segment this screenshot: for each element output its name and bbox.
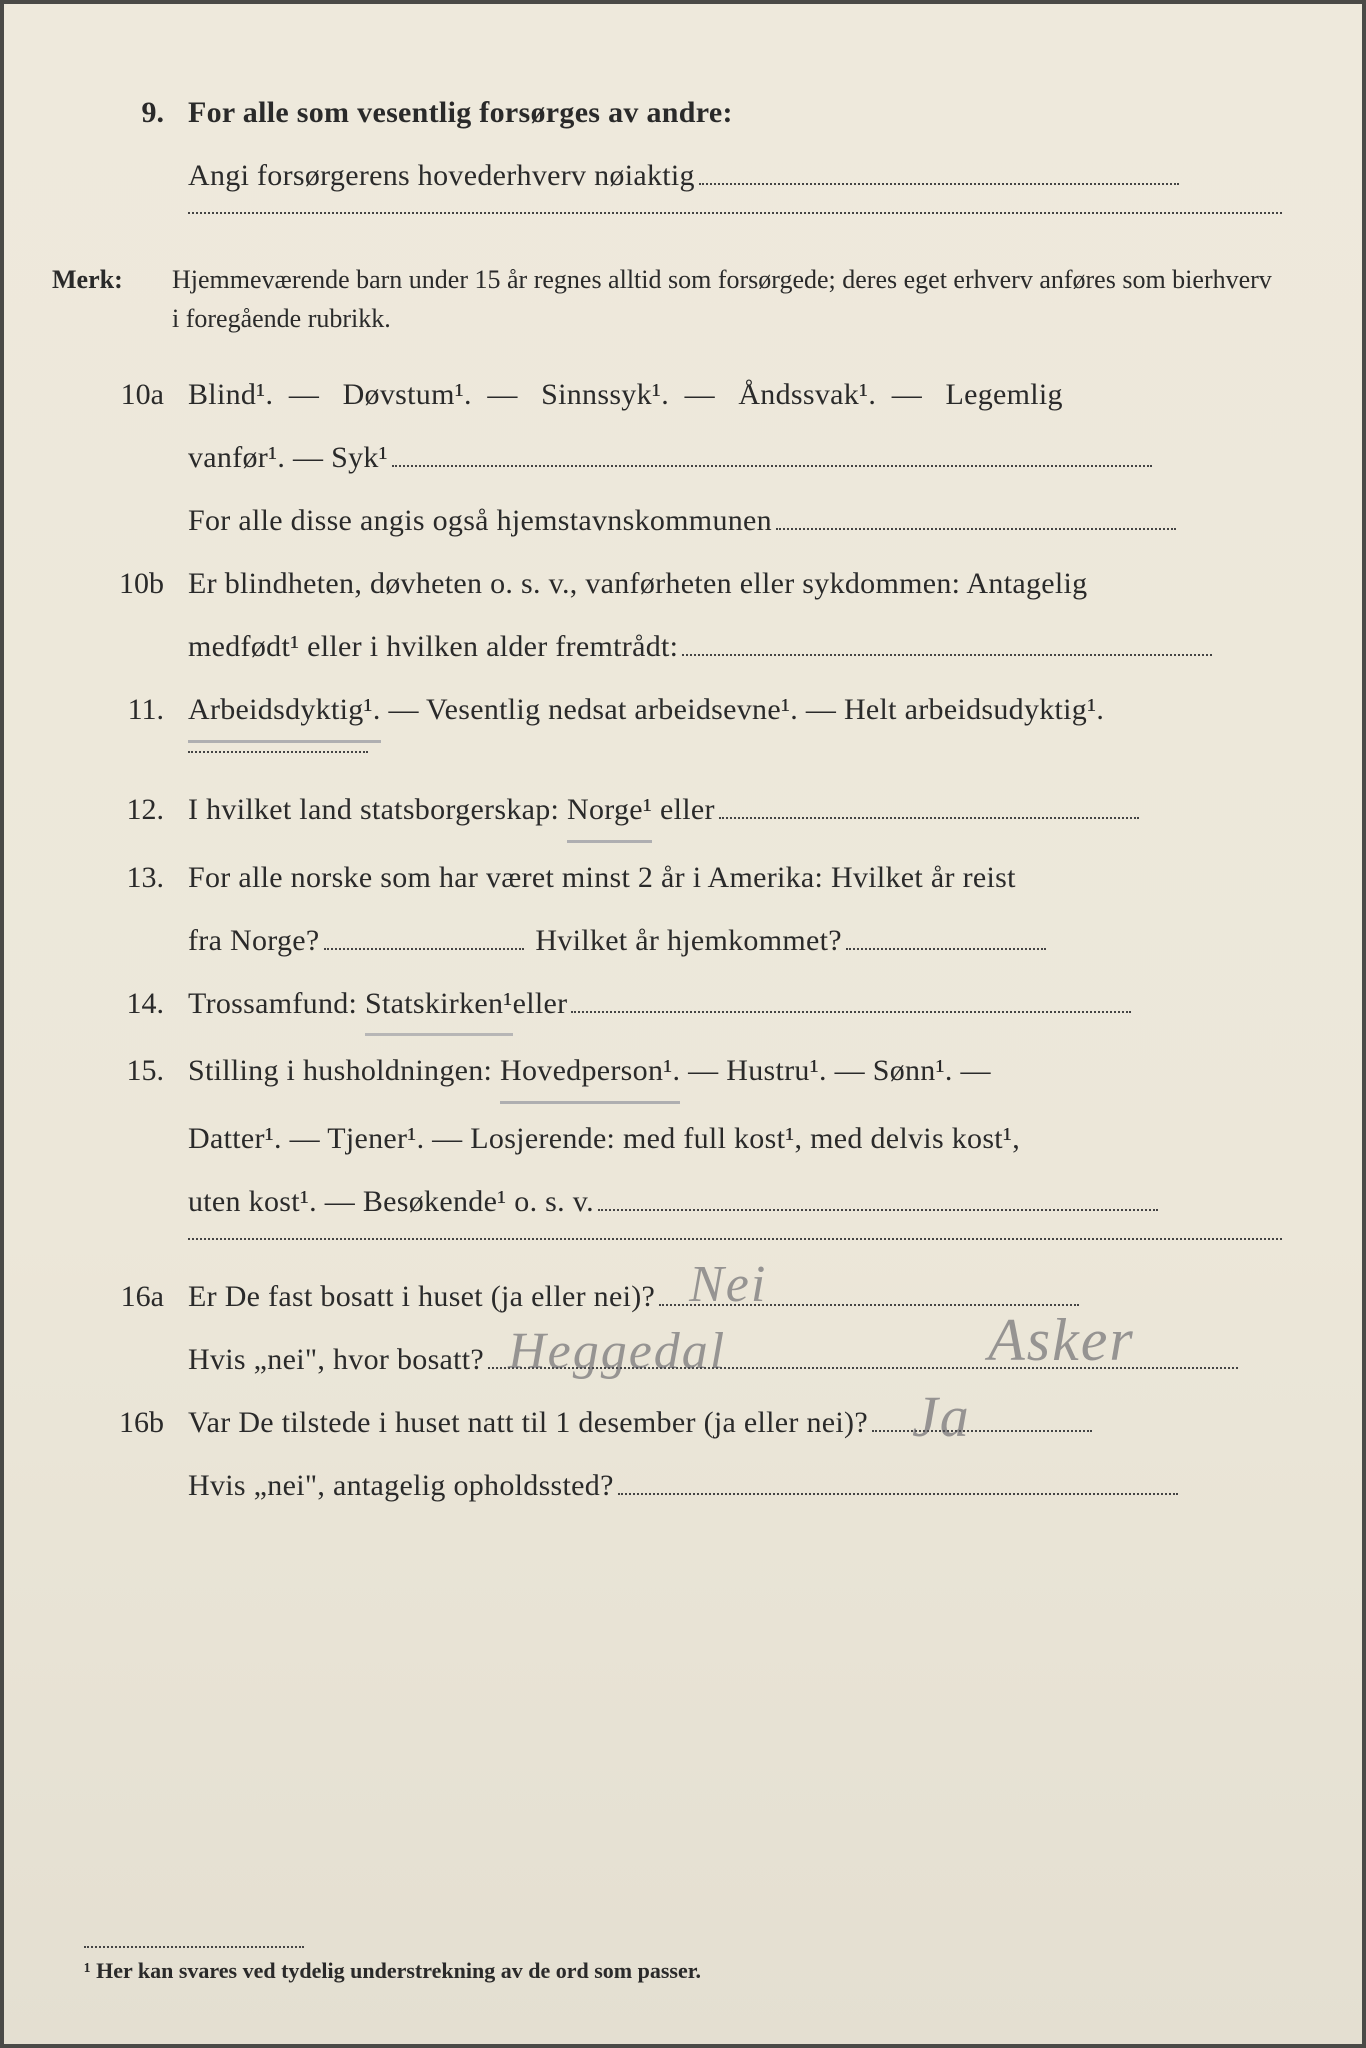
question-16b: 16b Var De tilstede i huset natt til 1 d… bbox=[44, 1394, 1282, 1451]
q10a-line2: vanfør¹. — Syk¹ bbox=[188, 441, 388, 474]
q11-number: 11. bbox=[44, 681, 188, 738]
footnote: ¹ Her kan svares ved tydelig understrekn… bbox=[84, 1946, 701, 1984]
q16b-answer1-handwriting: Ja bbox=[912, 1362, 971, 1472]
q15-line2: Datter¹. — Tjener¹. — Losjerende: med fu… bbox=[188, 1110, 1282, 1167]
q15-rest1: — Hustru¹. — Sønn¹. — bbox=[680, 1054, 990, 1087]
footnote-text: Her kan svares ved tydelig understreknin… bbox=[96, 1958, 701, 1983]
q16b-number: 16b bbox=[44, 1394, 188, 1451]
q10a-number: 10a bbox=[44, 366, 188, 423]
q12-prefix: I hvilket land statsborgerskap: bbox=[188, 793, 567, 826]
q9-heading: For alle som vesentlig forsørges av andr… bbox=[188, 96, 733, 129]
q10a-line3: For alle disse angis også hjemstavnskomm… bbox=[188, 504, 772, 537]
q10a-options: Blind¹. — Døvstum¹. — Sinnssyk¹. — Åndss… bbox=[188, 366, 1282, 423]
q16a-answer2b-handwriting: Asker bbox=[988, 1283, 1135, 1397]
question-16b-line2: Hvis „nei", antagelig opholdssted? bbox=[44, 1457, 1282, 1514]
q14-suffix: eller bbox=[513, 987, 568, 1020]
q10b-line2: medfødt¹ eller i hvilken alder fremtrådt… bbox=[188, 630, 678, 663]
q16a-answer2a-handwriting: Heggedal bbox=[508, 1303, 726, 1402]
q12-suffix: eller bbox=[652, 793, 715, 826]
question-10a-line3: For alle disse angis også hjemstavnskomm… bbox=[44, 492, 1282, 549]
question-15-line3: uten kost¹. — Besøkende¹ o. s. v. bbox=[44, 1173, 1282, 1230]
q11-fill-line bbox=[188, 751, 368, 753]
question-10a-line2: vanfør¹. — Syk¹ bbox=[44, 429, 1282, 486]
q12-selected-option: Norge¹ bbox=[567, 781, 652, 843]
note-text: Hjemmeværende barn under 15 år regnes al… bbox=[172, 260, 1282, 338]
q10b-line1: Er blindheten, døvheten o. s. v., vanfør… bbox=[188, 555, 1282, 612]
census-form-page: 9. For alle som vesentlig forsørges av a… bbox=[0, 0, 1366, 2048]
q13-line2a: fra Norge? bbox=[188, 924, 320, 957]
q11-rest: — Vesentlig nedsat arbeidsevne¹. — Helt … bbox=[381, 693, 1105, 726]
question-13: 13. For alle norske som har været minst … bbox=[44, 849, 1282, 906]
question-12: 12. I hvilket land statsborgerskap: Norg… bbox=[44, 781, 1282, 843]
question-14: 14. Trossamfund: Statskirken¹ eller bbox=[44, 975, 1282, 1036]
q9-fill-line bbox=[188, 212, 1282, 214]
question-16a-line2: Hvis „nei", hvor bosatt? Heggedal Asker bbox=[44, 1331, 1282, 1388]
q16b-q1: Var De tilstede i huset natt til 1 desem… bbox=[188, 1406, 868, 1439]
question-9: 9. For alle som vesentlig forsørges av a… bbox=[44, 84, 1282, 141]
q13-line1: For alle norske som har været minst 2 år… bbox=[188, 849, 1282, 906]
question-13-line2: fra Norge? Hvilket år hjemkommet? bbox=[44, 912, 1282, 969]
question-11: 11. Arbeidsdyktig¹. — Vesentlig nedsat a… bbox=[44, 681, 1282, 743]
question-9-line2: Angi forsørgerens hovederhverv nøiaktig bbox=[44, 147, 1282, 204]
q9-number: 9. bbox=[44, 84, 188, 141]
question-10a: 10a Blind¹. — Døvstum¹. — Sinnssyk¹. — Å… bbox=[44, 366, 1282, 423]
question-15-line2: Datter¹. — Tjener¹. — Losjerende: med fu… bbox=[44, 1110, 1282, 1167]
q15-selected-option: Hovedperson¹. bbox=[500, 1042, 680, 1104]
q16a-number: 16a bbox=[44, 1268, 188, 1325]
q10b-number: 10b bbox=[44, 555, 188, 612]
q15-number: 15. bbox=[44, 1042, 188, 1099]
q16a-q2: Hvis „nei", hvor bosatt? bbox=[188, 1343, 484, 1376]
footnote-rule bbox=[84, 1946, 304, 1948]
footnote-marker: ¹ bbox=[84, 1958, 91, 1983]
q9-prompt: Angi forsørgerens hovederhverv nøiaktig bbox=[188, 159, 695, 192]
note-label: Merk: bbox=[44, 260, 172, 299]
q14-prefix: Trossamfund: bbox=[188, 987, 365, 1020]
q15-line3: uten kost¹. — Besøkende¹ o. s. v. bbox=[188, 1185, 594, 1218]
q14-selected-option: Statskirken¹ bbox=[365, 975, 513, 1036]
q16b-q2: Hvis „nei", antagelig opholdssted? bbox=[188, 1469, 614, 1502]
q15-prefix: Stilling i husholdningen: bbox=[188, 1054, 500, 1087]
question-10b: 10b Er blindheten, døvheten o. s. v., va… bbox=[44, 555, 1282, 612]
question-10b-line2: medfødt¹ eller i hvilken alder fremtrådt… bbox=[44, 618, 1282, 675]
question-15: 15. Stilling i husholdningen: Hovedperso… bbox=[44, 1042, 1282, 1104]
q12-number: 12. bbox=[44, 781, 188, 838]
note-block: Merk: Hjemmeværende barn under 15 år reg… bbox=[44, 260, 1282, 338]
q13-number: 13. bbox=[44, 849, 188, 906]
q13-line2b: Hvilket år hjemkommet? bbox=[535, 924, 842, 957]
q14-number: 14. bbox=[44, 975, 188, 1032]
q11-selected-option: Arbeidsdyktig¹. bbox=[188, 681, 381, 743]
